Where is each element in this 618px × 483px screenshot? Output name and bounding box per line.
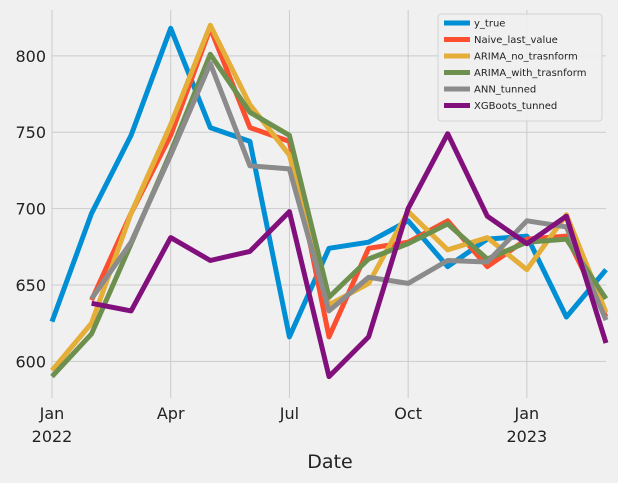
y-tick-label: 750 [15, 123, 46, 142]
x-axis-label: Date [307, 451, 352, 473]
x-tick-label: Oct [394, 404, 422, 423]
y-tick-label: 650 [15, 276, 46, 295]
legend-entry: ANN_tunned [474, 85, 536, 96]
x-tick-label: Jan [514, 404, 540, 423]
legend-entry: Naive_last_value [474, 35, 558, 46]
x-tick-label: Jul [279, 404, 299, 423]
x-tick-year-label: 2023 [506, 427, 547, 446]
legend-frame [437, 13, 603, 122]
x-tick-labels: Jan 2022 Apr Jul Oct Jan 2023 [32, 404, 548, 446]
legend-entry: y_true [474, 19, 505, 30]
x-tick-year-label: 2022 [32, 427, 73, 446]
legend-entry: ARIMA_with_trasnform [474, 68, 586, 79]
legend-entry: ARIMA_no_trasnform [474, 52, 578, 63]
series-line-xgboots-tunned [91, 131, 609, 380]
x-tick-label: Apr [157, 404, 185, 423]
y-tick-labels: 600 650 700 750 800 [15, 47, 46, 372]
legend-entry: XGBoots_tunned [474, 101, 557, 112]
series-lines [49, 22, 609, 380]
series-line-ann-tunned [89, 61, 609, 322]
y-tick-label: 800 [15, 47, 46, 66]
x-tick-label: Jan [39, 404, 65, 423]
y-tick-label: 600 [15, 352, 46, 371]
legend: y_true Naive_last_value ARIMA_no_trasnform… [437, 13, 603, 122]
y-tick-label: 700 [15, 200, 46, 219]
